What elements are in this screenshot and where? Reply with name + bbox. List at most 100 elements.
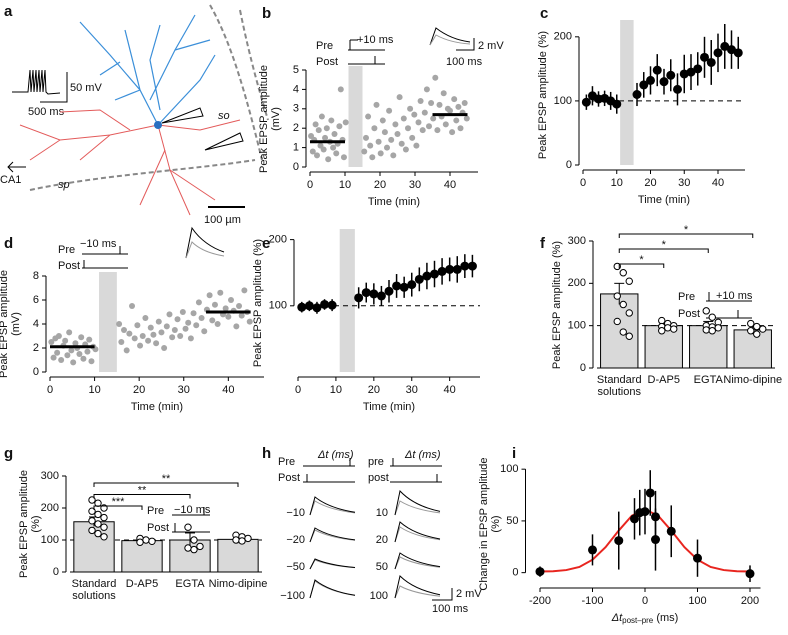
data-point xyxy=(116,321,123,327)
data-point xyxy=(171,327,178,333)
data-point xyxy=(402,146,409,153)
scale-label: 100 µm xyxy=(204,214,241,226)
data-point xyxy=(86,336,93,343)
data-point xyxy=(184,523,192,531)
panel-letter: i xyxy=(512,445,516,462)
data-point xyxy=(747,327,755,335)
y-axis-label: Peak EPSP amplitude (%) xyxy=(252,238,264,367)
data-point xyxy=(196,542,204,551)
data-point xyxy=(187,335,194,342)
data-point xyxy=(315,127,322,134)
data-point xyxy=(80,355,87,362)
protocol-label: Pre xyxy=(58,244,75,256)
data-point xyxy=(153,340,160,347)
data-point xyxy=(625,277,633,285)
row-label: −10 xyxy=(286,507,305,519)
scale-label: 50 mV xyxy=(70,82,102,94)
data-point xyxy=(581,97,591,107)
panel-letter: g xyxy=(4,445,13,462)
data-point xyxy=(666,70,676,80)
bar xyxy=(733,329,772,369)
data-point xyxy=(136,538,144,546)
data-point xyxy=(451,96,458,103)
data-point xyxy=(640,507,650,517)
protocol-label: Pre xyxy=(147,505,164,517)
significance-bracket xyxy=(93,482,239,487)
direction-arrow xyxy=(7,161,26,173)
x-tick-label: 200 xyxy=(741,595,759,607)
trace xyxy=(394,575,441,599)
data-point xyxy=(217,289,224,296)
significance-bracket xyxy=(93,505,143,510)
data-point xyxy=(139,333,146,339)
trace xyxy=(394,552,441,570)
data-point xyxy=(163,323,170,330)
data-point xyxy=(201,328,208,335)
x-tick-label: -200 xyxy=(529,595,551,607)
data-point xyxy=(415,119,422,126)
data-point xyxy=(193,322,200,329)
bar xyxy=(121,540,163,573)
y-tick-label: 100 xyxy=(41,534,59,546)
data-point xyxy=(354,293,364,303)
data-point xyxy=(693,553,702,563)
data-point xyxy=(325,156,332,163)
data-point xyxy=(447,107,453,114)
row-label: −100 xyxy=(280,590,305,602)
data-point xyxy=(121,327,128,333)
x-tick-label: Nimo-dipine xyxy=(208,578,268,590)
x-axis-label: Time (min) xyxy=(131,401,183,413)
data-point xyxy=(100,513,108,522)
data-point xyxy=(759,325,767,333)
data-point xyxy=(651,512,660,522)
y-tick-label: 0 xyxy=(566,159,572,171)
data-point xyxy=(94,499,102,507)
data-point xyxy=(428,99,435,106)
data-point xyxy=(320,299,330,309)
data-point xyxy=(161,345,168,351)
data-point xyxy=(309,148,316,155)
basal-dendrites xyxy=(19,109,241,216)
data-point xyxy=(318,113,325,120)
y-tick-label: 4 xyxy=(293,83,299,95)
y-tick-label: 100 xyxy=(500,463,518,475)
row-label: 100 xyxy=(370,590,388,602)
x-tick-label: 0 xyxy=(295,384,301,396)
data-point xyxy=(371,125,378,132)
data-point xyxy=(236,303,243,309)
data-point xyxy=(179,309,186,315)
trace xyxy=(429,27,471,46)
y-tick-label: 300 xyxy=(41,470,59,482)
x-tick-label: D-AP5 xyxy=(125,578,159,590)
data-point xyxy=(753,322,761,331)
x-tick-label: 40 xyxy=(712,177,724,189)
y-tick-label: 0 xyxy=(512,567,518,579)
protocol-label: Pre xyxy=(316,40,333,52)
trace xyxy=(309,496,356,516)
data-point xyxy=(222,305,229,312)
protocol xyxy=(82,246,128,255)
scale-label: 2 mV xyxy=(478,40,504,52)
x-tick-label: 100 xyxy=(688,595,706,607)
x-axis-label: Time (min) xyxy=(368,196,420,208)
data-point xyxy=(54,349,61,356)
data-point xyxy=(228,297,235,303)
y-axis-label: Peak EPSP amplitude (mV) xyxy=(0,269,22,379)
protocol xyxy=(172,507,210,516)
data-point xyxy=(658,327,666,335)
data-point xyxy=(457,125,464,132)
trace xyxy=(185,226,225,259)
voltage-trace xyxy=(12,69,61,95)
data-point xyxy=(467,261,477,271)
data-point xyxy=(158,329,165,336)
data-point xyxy=(646,75,655,85)
data-point xyxy=(198,315,205,321)
significance-label: *** xyxy=(112,496,126,508)
protocol xyxy=(706,292,752,302)
data-point xyxy=(399,282,409,292)
data-point xyxy=(625,332,633,340)
trace xyxy=(309,527,356,543)
data-point xyxy=(664,324,672,332)
electrode xyxy=(204,132,244,151)
data-point xyxy=(392,121,399,128)
